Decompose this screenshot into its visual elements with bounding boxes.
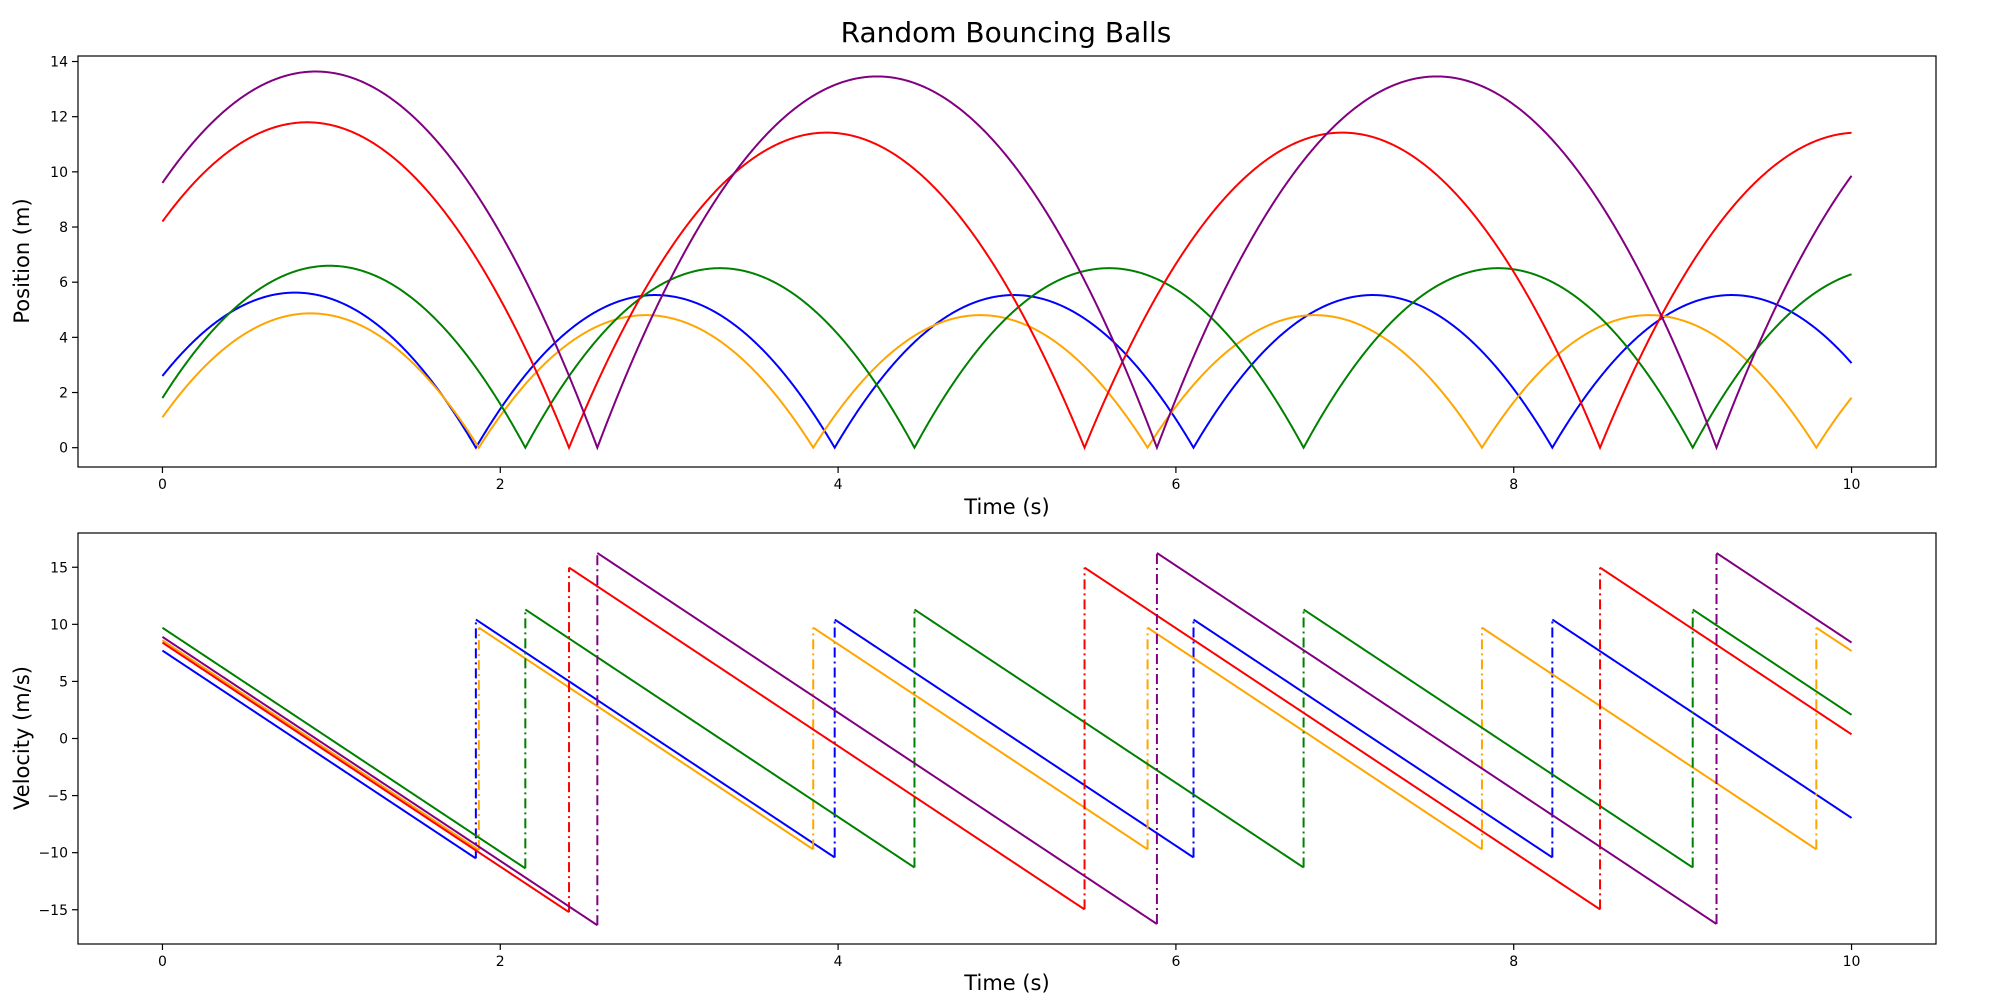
velocity-series-segment-4-3 [1083, 566, 1601, 911]
position-y-tick-label: 2 [59, 386, 68, 402]
velocity-x-tick-label: 2 [496, 954, 505, 970]
velocity-x-ticks: 0 2 4 6 8 10 [158, 944, 1860, 970]
position-y-tick-label: 0 [59, 441, 68, 457]
velocity-series-segment-5-3 [1156, 552, 1718, 925]
position-x-tick-label: 0 [158, 477, 167, 493]
velocity-series-segment-2-4 [1147, 626, 1483, 851]
velocity-series-segment-1-1 [161, 649, 477, 860]
position-x-tick-label: 10 [1843, 477, 1861, 493]
velocity-x-tick-label: 10 [1843, 954, 1861, 970]
velocity-series-segment-1-4 [1192, 618, 1553, 859]
position-y-tick-label: 8 [59, 220, 68, 236]
velocity-y-axis-label: Velocity (m/s) [10, 666, 34, 810]
velocity-series-segment-4-2 [568, 566, 1086, 911]
velocity-x-tick-label: 4 [834, 954, 843, 970]
velocity-y-ticks: 15 10 5 0 −5 −10 −15 [38, 560, 78, 919]
position-x-tick-label: 4 [834, 477, 843, 493]
position-x-axis-label: Time (s) [963, 495, 1049, 519]
velocity-series-segment-2-1 [161, 639, 480, 851]
position-series-line-5 [161, 70, 1853, 451]
velocity-series-segment-5-4 [1715, 552, 1853, 644]
velocity-y-tick-label: 0 [59, 732, 68, 748]
velocity-x-tick-label: 0 [158, 954, 167, 970]
velocity-series-segment-1-2 [475, 618, 836, 859]
position-y-tick-label: 12 [50, 110, 68, 126]
position-axes-frame [77, 55, 1937, 468]
velocity-series-segment-1-3 [834, 618, 1195, 859]
velocity-y-tick-label: −15 [38, 903, 68, 919]
position-y-tick-label: 10 [50, 165, 68, 181]
velocity-series-segment-5-1 [161, 636, 598, 927]
position-x-tick-label: 8 [1509, 477, 1518, 493]
position-y-tick-label: 4 [59, 330, 68, 346]
velocity-series-segment-2-2 [478, 626, 814, 851]
velocity-y-tick-label: 10 [50, 617, 68, 633]
velocity-y-tick-label: −10 [38, 846, 68, 862]
velocity-series-segment-1-5 [1551, 618, 1853, 819]
position-x-tick-label: 2 [496, 477, 505, 493]
velocity-x-axis-label: Time (s) [963, 971, 1049, 995]
position-series-line-4 [161, 121, 1852, 451]
velocity-series-segment-4-1 [161, 641, 570, 914]
velocity-plot-area [161, 552, 1853, 927]
velocity-y-tick-label: −5 [47, 789, 68, 805]
velocity-y-tick-label: 15 [50, 560, 68, 576]
position-x-tick-label: 6 [1171, 477, 1180, 493]
velocity-series-segment-5-2 [596, 552, 1158, 925]
position-y-axis-label: Position (m) [10, 198, 34, 323]
position-plot-area [161, 70, 1853, 451]
velocity-y-tick-label: 5 [59, 674, 68, 690]
figure-title: Random Bouncing Balls [841, 16, 1172, 49]
velocity-series-segment-3-1 [161, 626, 526, 870]
velocity-axes-frame [77, 532, 1937, 945]
position-panel: 0 2 4 6 8 10 0 2 4 6 8 10 12 14 Time (s) Position (m… [10, 55, 1937, 519]
position-y-tick-label: 14 [50, 55, 68, 71]
velocity-x-tick-label: 6 [1171, 954, 1180, 970]
velocity-series-segment-2-5 [1481, 626, 1817, 851]
position-x-ticks: 0 2 4 6 8 10 [158, 467, 1860, 493]
velocity-series-segment-4-4 [1599, 566, 1853, 736]
velocity-x-tick-label: 8 [1509, 954, 1518, 970]
velocity-series-segment-3-3 [913, 608, 1305, 869]
velocity-panel: 0 2 4 6 8 10 15 10 5 0 −5 −10 −15 Time (s) Velocity… [10, 532, 1937, 995]
velocity-series-segment-3-5 [1692, 608, 1853, 716]
position-series-line-3 [161, 264, 1852, 450]
velocity-series-segment-2-6 [1815, 626, 1853, 652]
velocity-series-segment-3-2 [524, 608, 916, 869]
position-y-ticks: 0 2 4 6 8 10 12 14 [50, 55, 78, 457]
velocity-series-segment-2-3 [812, 626, 1149, 851]
position-y-tick-label: 6 [59, 275, 68, 291]
velocity-series-segment-3-4 [1303, 608, 1694, 869]
